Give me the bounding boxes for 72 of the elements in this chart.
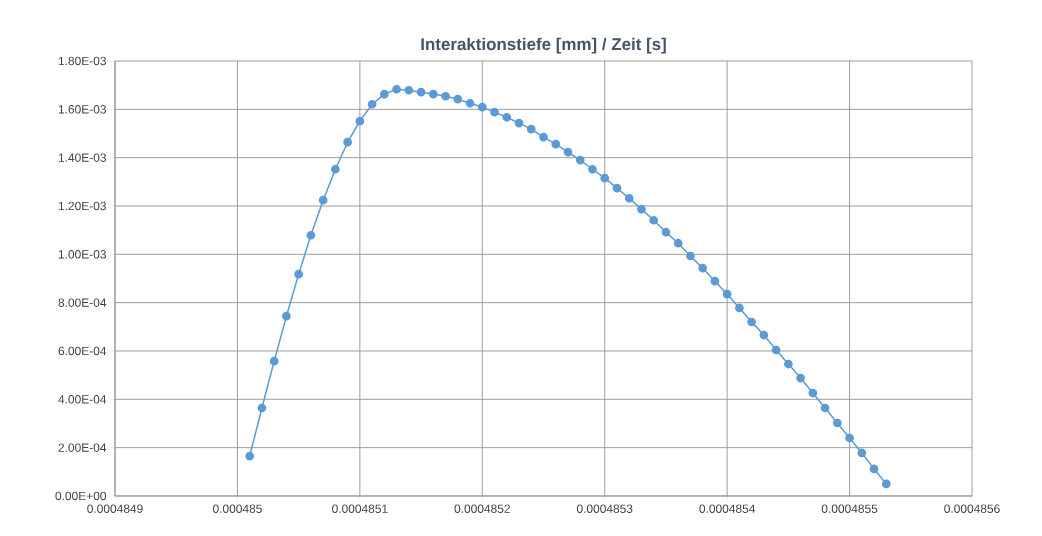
point [881,479,891,489]
point [477,102,487,112]
point [661,227,671,237]
point [759,330,769,340]
point [612,183,622,193]
y-tick-label: 4.00E-04 [58,395,107,404]
point [649,215,659,225]
point [771,345,781,355]
point [710,276,720,286]
point [624,193,634,203]
point [575,155,585,165]
point [796,373,805,383]
x-tick-label: 0.0004852 [454,504,510,513]
point [869,464,879,474]
y-tick-label: 1.40E-03 [58,153,106,162]
y-tick-label: 1.00E-03 [58,250,106,259]
y-tick-label: 1.80E-03 [58,56,106,66]
point [441,91,450,101]
point [845,433,854,443]
point [343,137,352,147]
point [857,448,867,458]
y-tick-label: 1.60E-03 [58,105,106,114]
x-tick-label: 0.000485 [212,504,262,513]
x-tick-label: 0.0004851 [332,504,388,513]
point [306,230,316,240]
x-tick-label: 0.0004853 [576,504,633,513]
x-tick-label: 0.0004855 [821,504,878,513]
x-tick-label: 0.0004856 [944,504,1000,513]
point [563,147,573,157]
point [526,124,536,134]
point [722,289,732,299]
point [551,139,561,149]
point [331,164,340,174]
point [392,84,401,94]
point [514,118,524,128]
point [428,89,438,99]
point [404,85,414,95]
point [367,99,377,109]
point [600,173,610,183]
point [808,388,818,398]
point [465,98,475,108]
point [294,269,303,279]
point [355,116,365,126]
chart-title: Interaktionstiefe [mm] / Zeit [s] [421,37,666,54]
y-tick-label: 0.00E+00 [55,491,107,501]
point [502,112,512,122]
x-tick-label: 0.0004854 [699,504,756,513]
point [588,164,597,174]
point [269,356,279,366]
point [673,238,683,248]
point [416,87,426,97]
point [698,263,708,273]
point [832,418,842,428]
y-tick-label: 2.00E-04 [58,443,107,452]
point [539,132,548,142]
y-tick-label: 1.20E-03 [58,201,106,211]
x-tick-label: 0.0004849 [87,504,143,513]
point [453,94,463,104]
point [637,204,646,214]
point [784,359,793,369]
point [747,317,756,327]
point [686,251,695,261]
point [735,303,744,313]
point [282,311,291,321]
point [318,195,328,205]
y-tick-label: 6.00E-04 [58,346,107,356]
y-tick-label: 8.00E-04 [58,298,107,307]
point [380,89,389,99]
point [820,403,830,413]
point [257,403,267,413]
point [490,107,499,117]
point [245,451,255,461]
